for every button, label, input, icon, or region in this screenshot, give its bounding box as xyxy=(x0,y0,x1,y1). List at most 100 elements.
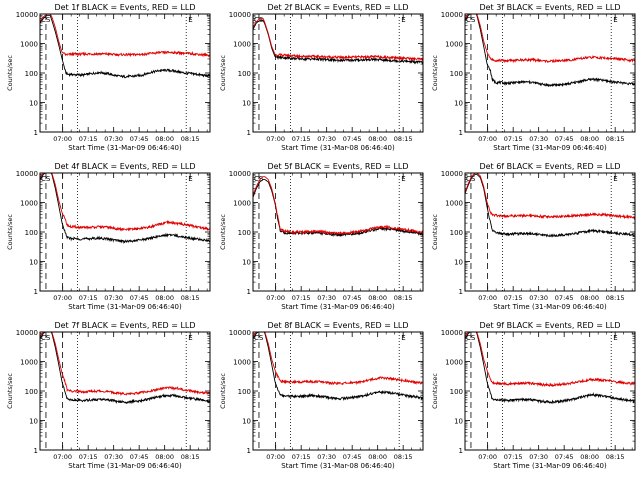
y-tick-label: 10000 xyxy=(441,329,463,337)
x-tick-label: 07:15 xyxy=(292,453,311,461)
x-tick-label: 07:00 xyxy=(478,453,497,461)
y-tick-label: 100 xyxy=(450,70,463,78)
y-axis-label: Counts/sec xyxy=(219,214,227,250)
y-tick-label: 10 xyxy=(242,418,251,426)
series-line-lld xyxy=(465,173,635,220)
plot-frame xyxy=(252,13,424,133)
panel-title: Det 6f BLACK = Events, RED = LLD xyxy=(479,162,620,171)
marker-label-e: E xyxy=(401,175,405,183)
series-line-events xyxy=(465,14,635,88)
panel-det-4: Det 4f BLACK = Events, RED = LLD Counts/s… xyxy=(6,162,211,311)
x-tick-label: 07:30 xyxy=(104,135,123,143)
y-tick-label: 100 xyxy=(25,388,38,396)
marker-label-cs: CS xyxy=(41,334,51,342)
y-tick-label: 1000 xyxy=(20,359,38,367)
x-tick-label: 08:00 xyxy=(368,294,387,302)
y-axis-label: Counts/sec xyxy=(431,373,439,409)
x-axis-label: Start Time (31-Mar-09 06:46:40) xyxy=(68,144,182,152)
x-tick-label: 08:00 xyxy=(580,453,599,461)
marker-label-e: E xyxy=(188,175,192,183)
plot-frame xyxy=(39,331,211,451)
x-tick-label: 08:15 xyxy=(606,294,625,302)
plot-frame xyxy=(39,13,211,133)
x-tick-label: 07:00 xyxy=(266,294,285,302)
series-line-lld xyxy=(465,14,635,64)
y-axis-label: Counts/sec xyxy=(6,55,14,91)
panel-title: Det 3f BLACK = Events, RED = LLD xyxy=(479,3,620,12)
y-tick-label: 10000 xyxy=(229,329,251,337)
series-line-events xyxy=(40,332,210,405)
marker-label-cs: CS xyxy=(466,334,476,342)
x-axis-label: Start Time (31-Mar-09 06:46:40) xyxy=(493,462,607,470)
marker-label-cs: CS xyxy=(41,175,51,183)
x-tick-label: 07:00 xyxy=(53,453,72,461)
y-axis-label: Counts/sec xyxy=(219,55,227,91)
panel-det-7: Det 7f BLACK = Events, RED = LLD Counts/s… xyxy=(6,321,211,470)
y-tick-label: 10 xyxy=(454,100,463,108)
x-axis-label: Start Time (31-Mar-08 06:46:40) xyxy=(281,144,395,152)
plot-frame xyxy=(252,172,424,292)
y-axis-label: Counts/sec xyxy=(6,373,14,409)
x-axis-label: Start Time (31-Mar-08 06:46:40) xyxy=(281,462,395,470)
series-line-events xyxy=(465,173,635,238)
marker-label-cs: CS xyxy=(466,16,476,24)
y-axis-label: Counts/sec xyxy=(219,373,227,409)
x-tick-label: 08:00 xyxy=(368,453,387,461)
y-tick-label: 1000 xyxy=(20,41,38,49)
y-tick-label: 10000 xyxy=(229,11,251,19)
series-line-events xyxy=(465,332,635,405)
x-tick-label: 07:30 xyxy=(104,453,123,461)
y-tick-label: 10000 xyxy=(441,170,463,178)
series-line-lld xyxy=(40,332,210,397)
x-tick-label: 07:15 xyxy=(504,294,523,302)
panel-det-6: Det 6f BLACK = Events, RED = LLD Counts/s… xyxy=(431,162,636,311)
panel-det-9: Det 9f BLACK = Events, RED = LLD Counts/s… xyxy=(431,321,636,470)
marker-label-e: E xyxy=(613,175,617,183)
x-tick-label: 08:00 xyxy=(155,453,174,461)
marker-label-e: E xyxy=(401,16,405,24)
y-tick-label: 10 xyxy=(29,418,38,426)
y-tick-label: 1000 xyxy=(233,41,251,49)
y-axis-label: Counts/sec xyxy=(6,214,14,250)
x-tick-label: 07:30 xyxy=(317,135,336,143)
x-tick-label: 07:15 xyxy=(79,294,98,302)
y-tick-label: 1 xyxy=(34,288,38,296)
marker-label-e: E xyxy=(613,16,617,24)
x-tick-label: 07:30 xyxy=(529,453,548,461)
x-tick-label: 08:15 xyxy=(394,135,413,143)
y-tick-label: 10000 xyxy=(229,170,251,178)
panel-det-5: Det 5f BLACK = Events, RED = LLD Counts/s… xyxy=(219,162,424,311)
x-tick-label: 07:45 xyxy=(343,294,362,302)
panel-title: Det 8f BLACK = Events, RED = LLD xyxy=(267,321,408,330)
x-tick-label: 07:00 xyxy=(53,294,72,302)
x-tick-label: 07:45 xyxy=(343,135,362,143)
y-tick-label: 100 xyxy=(238,388,251,396)
marker-label-cs: CS xyxy=(254,334,264,342)
series-line-lld xyxy=(40,14,210,58)
y-tick-label: 1 xyxy=(459,288,463,296)
series-line-events xyxy=(253,20,423,65)
x-tick-label: 08:15 xyxy=(394,453,413,461)
x-axis-label: Start Time (31-Mar-09 06:46:40) xyxy=(68,462,182,470)
panel-title: Det 1f BLACK = Events, RED = LLD xyxy=(54,3,195,12)
x-tick-label: 07:00 xyxy=(266,135,285,143)
x-axis-label: Start Time (31-Mar-09 06:46:40) xyxy=(493,303,607,311)
x-tick-label: 07:00 xyxy=(266,453,285,461)
x-axis-label: Start Time (31-Mar-09 06:46:40) xyxy=(281,303,395,311)
x-tick-label: 08:00 xyxy=(368,135,387,143)
x-tick-label: 07:45 xyxy=(130,135,149,143)
y-tick-label: 1 xyxy=(459,129,463,137)
series-line-lld xyxy=(253,176,423,237)
panel-title: Det 2f BLACK = Events, RED = LLD xyxy=(267,3,408,12)
marker-label-e: E xyxy=(188,16,192,24)
y-tick-label: 10000 xyxy=(16,329,38,337)
panel-title: Det 7f BLACK = Events, RED = LLD xyxy=(54,321,195,330)
y-tick-label: 100 xyxy=(25,70,38,78)
y-tick-label: 100 xyxy=(238,229,251,237)
plot-frame xyxy=(39,172,211,292)
x-axis-label: Start Time (31-Mar-09 06:46:40) xyxy=(68,303,182,311)
y-tick-label: 1000 xyxy=(233,200,251,208)
series-line-lld xyxy=(253,332,423,386)
y-tick-label: 1 xyxy=(459,447,463,455)
